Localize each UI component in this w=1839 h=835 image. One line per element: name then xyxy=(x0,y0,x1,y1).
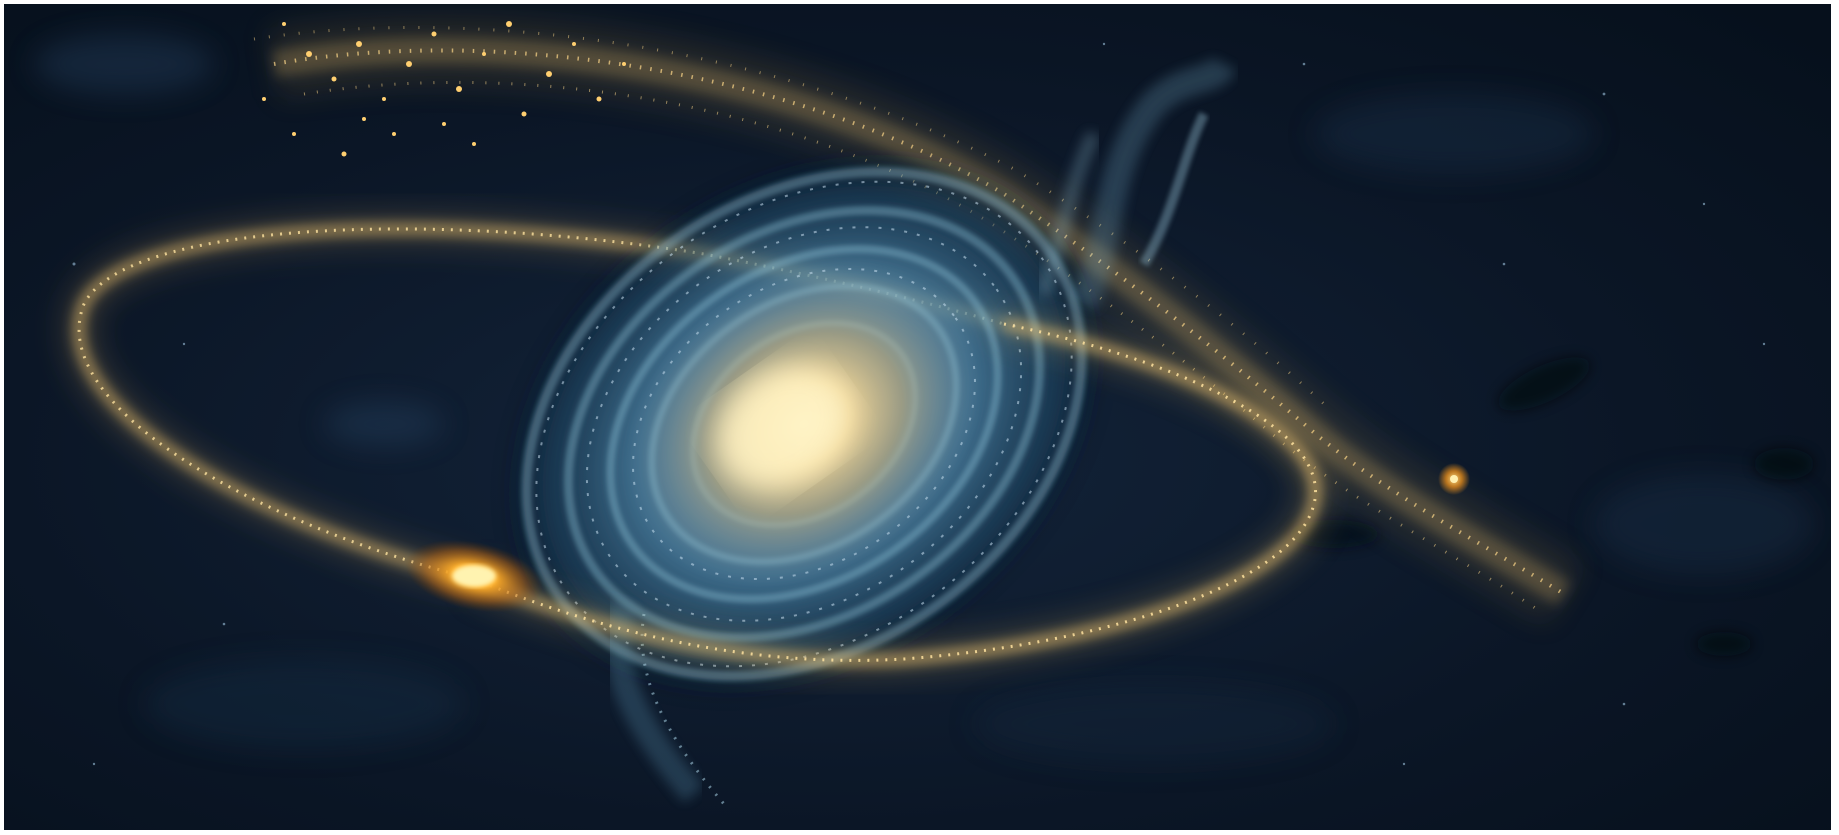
star-cluster-upper-left xyxy=(262,21,626,157)
dust-patches xyxy=(1289,357,1814,656)
distant-orange-star xyxy=(1438,463,1470,495)
tidal-plume xyxy=(1037,56,1237,310)
image-frame xyxy=(4,4,1831,830)
satellite-galaxy xyxy=(405,539,543,613)
background-nebula xyxy=(34,34,1814,764)
background-stars xyxy=(72,42,1766,766)
galaxy-illustration xyxy=(4,4,1831,830)
stellar-stream-loop-front xyxy=(467,307,1333,678)
